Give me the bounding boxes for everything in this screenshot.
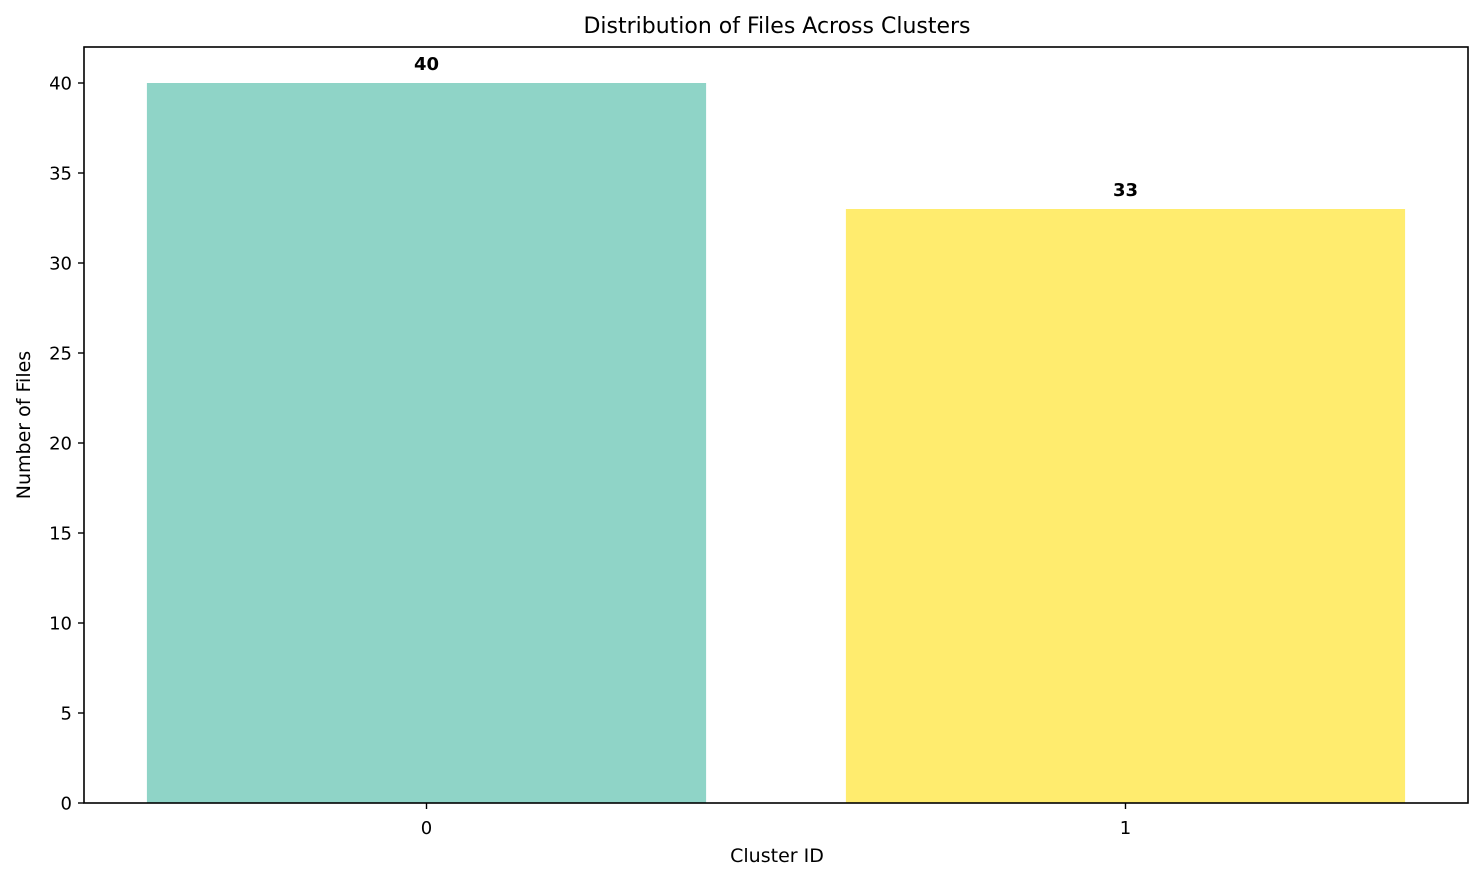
y-tick-label: 40 xyxy=(49,74,72,95)
y-tick-label: 30 xyxy=(49,254,72,275)
bar-cluster-0 xyxy=(146,83,707,803)
y-tick-label: 10 xyxy=(49,614,72,635)
y-tick-label: 0 xyxy=(61,794,72,815)
value-labels-layer: 40 33 xyxy=(414,54,1138,201)
y-tick-label: 15 xyxy=(49,524,72,545)
chart-title: Distribution of Files Across Clusters xyxy=(583,14,970,39)
bar-value-label-1: 33 xyxy=(1113,180,1138,201)
x-tick-label: 1 xyxy=(1120,818,1131,839)
y-tick-label: 35 xyxy=(49,164,72,185)
bar-cluster-1 xyxy=(845,209,1406,803)
y-tick-label: 20 xyxy=(49,434,72,455)
y-tick-label: 5 xyxy=(61,704,72,725)
x-tick-label: 0 xyxy=(421,818,432,839)
plot-frame xyxy=(83,46,1469,804)
bars-layer xyxy=(146,83,1406,803)
x-axis-label: Cluster ID xyxy=(730,845,824,867)
y-axis: 0 5 10 15 20 25 30 35 40 xyxy=(49,74,84,815)
bar-value-label-0: 40 xyxy=(414,54,439,75)
y-tick-label: 25 xyxy=(49,344,72,365)
y-axis-label: Number of Files xyxy=(13,351,35,499)
